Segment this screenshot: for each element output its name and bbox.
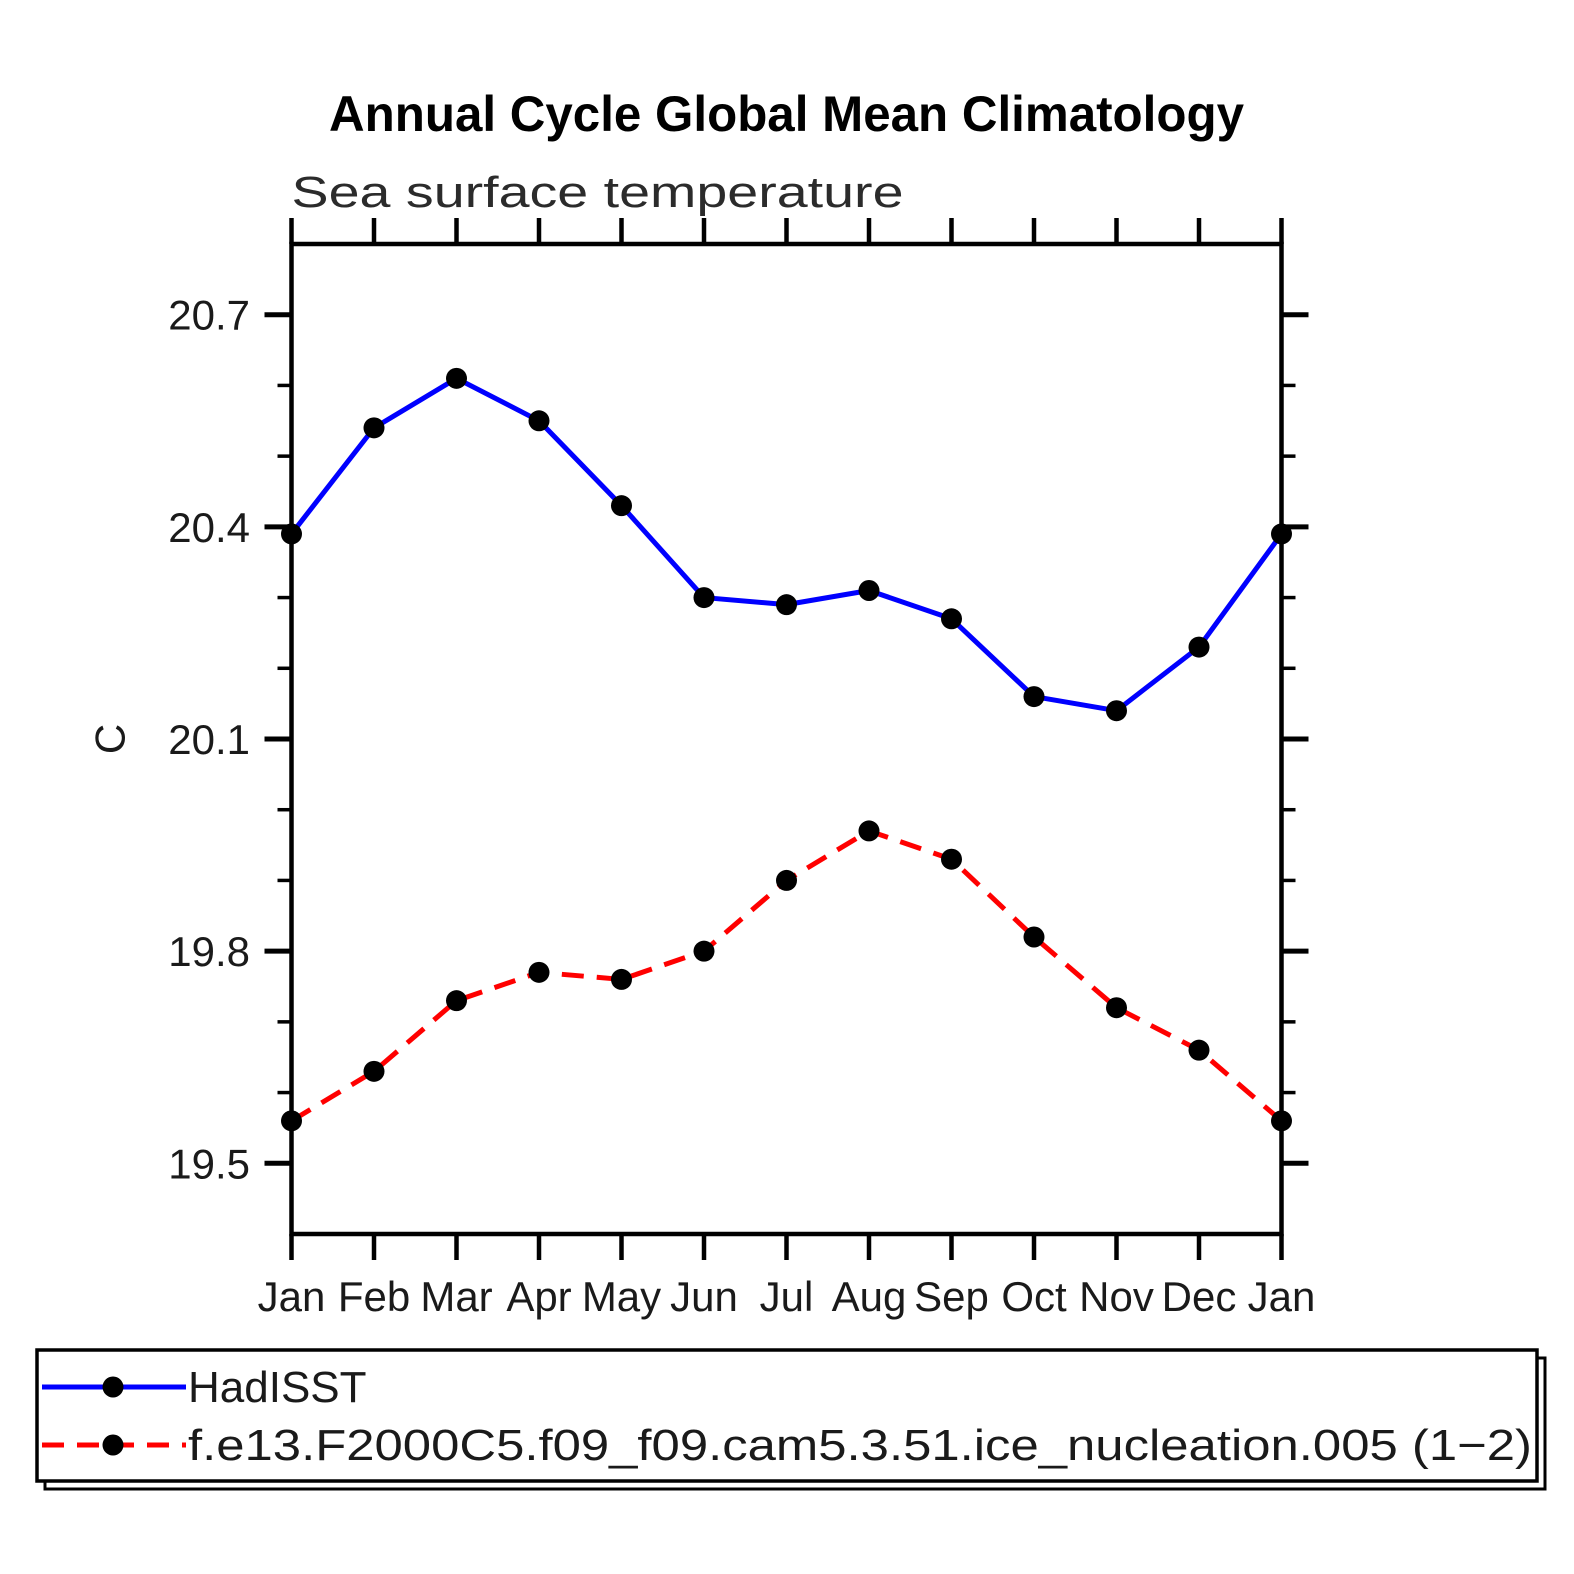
- data-point-marker: [941, 608, 962, 630]
- x-tick-label: Dec: [1162, 1273, 1237, 1320]
- x-tick-label: Feb: [338, 1273, 410, 1320]
- x-tick-label: May: [582, 1273, 661, 1320]
- data-point-marker: [858, 580, 880, 601]
- data-point-marker: [1188, 636, 1210, 658]
- legend: HadISST f.e13.F2000C5.f09_f09.cam5.3.51.…: [35, 1348, 1547, 1491]
- data-point-marker: [776, 594, 797, 616]
- y-tick-label: 19.8: [168, 928, 250, 975]
- data-point-marker: [611, 495, 632, 517]
- data-point-marker: [1106, 700, 1127, 722]
- y-tick-label: 19.5: [168, 1140, 250, 1187]
- data-point-marker: [528, 961, 550, 983]
- y-axis-label: C: [87, 724, 134, 754]
- legend-box: [35, 1348, 1539, 1483]
- data-point-marker: [858, 820, 880, 842]
- x-tick-label: Mar: [420, 1273, 492, 1320]
- data-point-marker: [363, 1060, 385, 1082]
- data-point-marker: [446, 990, 467, 1012]
- plot-series: [281, 367, 1292, 1132]
- chart-title: Annual Cycle Global Mean Climatology: [329, 86, 1244, 142]
- data-point-marker: [281, 1110, 302, 1132]
- x-tick-label: Jan: [258, 1273, 326, 1320]
- data-point-marker: [611, 968, 632, 990]
- legend-marker-model: [102, 1434, 124, 1456]
- plot-axes: Jan Feb Mar Apr May Jun Jul Aug Sep Oct Nov Dec Jan1…: [168, 218, 1315, 1320]
- x-tick-label: Jun: [670, 1273, 738, 1320]
- legend-marker-hadisst: [102, 1376, 124, 1398]
- x-tick-label: Sep: [914, 1273, 989, 1320]
- data-point-marker: [693, 940, 715, 962]
- data-point-marker: [1271, 523, 1292, 545]
- data-point-marker: [1023, 686, 1045, 708]
- x-tick-label: Apr: [506, 1273, 571, 1320]
- series-line-hadisst: [289, 375, 1284, 714]
- x-tick-label: Oct: [1001, 1273, 1067, 1320]
- data-point-marker: [1023, 926, 1045, 948]
- data-point-marker: [776, 869, 797, 891]
- x-tick-label: Aug: [832, 1273, 907, 1320]
- chart-subtitle: Sea surface temperature: [292, 168, 904, 217]
- y-tick-label: 20.1: [168, 716, 250, 763]
- x-tick-label: Jul: [760, 1273, 814, 1320]
- data-point-marker: [1271, 1110, 1292, 1132]
- data-point-marker: [1106, 997, 1127, 1019]
- data-point-marker: [281, 523, 302, 545]
- legend-label-hadisst: HadISST: [188, 1363, 367, 1412]
- y-tick-label: 20.4: [168, 504, 250, 551]
- data-point-marker: [363, 417, 385, 439]
- y-tick-label: 20.7: [168, 292, 250, 339]
- data-point-marker: [446, 367, 467, 389]
- data-point-marker: [941, 848, 962, 870]
- x-tick-label: Nov: [1079, 1273, 1154, 1320]
- data-point-marker: [1188, 1039, 1210, 1061]
- data-point-marker: [528, 410, 550, 432]
- plot-frame: [289, 241, 1284, 1237]
- legend-label-model: f.e13.F2000C5.f09_f09.cam5.3.51.ice_nucl…: [188, 1421, 1532, 1470]
- data-point-marker: [693, 587, 715, 609]
- x-tick-label: Jan: [1248, 1273, 1316, 1320]
